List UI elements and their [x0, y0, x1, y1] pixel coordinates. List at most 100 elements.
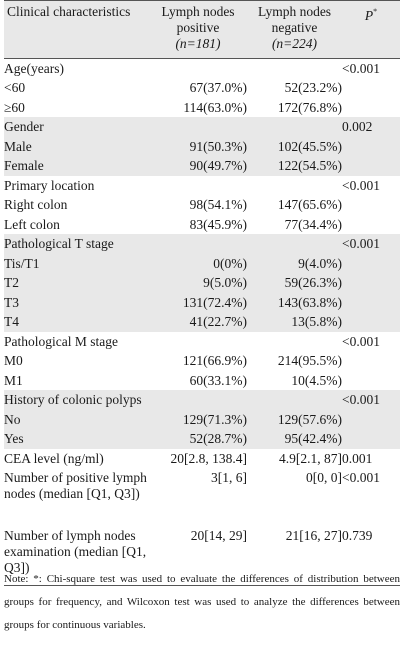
header-lymph-negative-label: Lymph nodes negative [257, 4, 332, 35]
lymph-positive-value [149, 176, 247, 196]
table-row: Left colon 83(45.9%) 77(34.4%) [4, 215, 400, 235]
row-label: Yes [4, 431, 24, 446]
p-value: <0.001 [342, 177, 380, 193]
p-value: 0.739 [342, 526, 400, 586]
lymph-positive-value: 121(66.9%) [182, 353, 247, 368]
p-value [342, 215, 400, 235]
lymph-positive-value: 83(45.9%) [189, 216, 247, 232]
table-row: Primary location <0.001 [4, 176, 400, 196]
lymph-negative-value: 95(42.4%) [284, 431, 342, 446]
lymph-negative-value: 10(4.5%) [291, 372, 342, 388]
p-value: <0.001 [342, 61, 380, 76]
table-body: Age(years) <0.001 <60 67(37.0%) 52(23.2%) ≥60… [4, 59, 400, 586]
row-label: T4 [4, 314, 19, 329]
table-row: Age(years) <0.001 [4, 59, 400, 79]
table-row: CEA level (ng/ml) 20[2.8, 138.4] 4.9[2.1, … [4, 449, 400, 469]
p-value [342, 195, 400, 215]
table-row: Pathological T stage <0.001 [4, 234, 400, 254]
row-label: Pathological M stage [4, 333, 118, 349]
lymph-positive-value: 90(49.7%) [189, 158, 247, 173]
table-row: M1 60(33.1%) 10(4.5%) [4, 371, 400, 391]
lymph-positive-value [149, 332, 247, 352]
lymph-positive-value: 3[1, 6] [211, 470, 247, 485]
lymph-negative-value: 59(26.3%) [284, 275, 342, 290]
table-row: T2 9(5.0%) 59(26.3%) [4, 273, 400, 293]
header-p-footnote-mark: * [373, 7, 378, 16]
lymph-negative-value: 129(57.6%) [277, 411, 342, 427]
lymph-negative-value [247, 332, 342, 352]
lymph-positive-value: 91(50.3%) [189, 138, 247, 154]
row-label: Primary location [4, 177, 95, 193]
lymph-negative-value: 9(4.0%) [298, 255, 342, 271]
row-label: Gender [4, 119, 44, 134]
lymph-positive-value [149, 390, 247, 410]
p-value [342, 98, 400, 118]
p-value [342, 410, 400, 430]
p-value [342, 254, 400, 274]
row-label: T2 [4, 275, 19, 290]
lymph-negative-value: 0[0, 0] [306, 470, 342, 485]
lymph-negative-value [247, 117, 342, 137]
lymph-positive-value: 60(33.1%) [189, 372, 247, 388]
p-value [342, 273, 400, 293]
header-clinical-characteristics: Clinical characteristics [4, 0, 149, 59]
header-lymph-positive-label: Lymph nodes positive [161, 4, 235, 35]
lymph-negative-value [247, 176, 342, 196]
lymph-positive-value: 129(71.3%) [182, 411, 247, 427]
p-value [342, 371, 400, 391]
p-value [342, 156, 400, 176]
row-label: Left colon [4, 216, 60, 232]
table-row: Gender 0.002 [4, 117, 400, 137]
p-value [342, 78, 400, 98]
p-value: 0.002 [342, 119, 373, 134]
row-label: <60 [4, 80, 26, 95]
lymph-negative-value: 214(95.5%) [277, 353, 342, 368]
row-label: Right colon [4, 197, 68, 212]
lymph-positive-value: 20[2.8, 138.4] [170, 450, 248, 466]
p-value [342, 429, 400, 449]
header-lymph-negative: Lymph nodes negative (n=224) [247, 0, 342, 59]
lymph-negative-value [247, 234, 342, 254]
row-label: Number of lymph nodes examination (media… [4, 526, 149, 586]
lymph-negative-value: 4.9[2.1, 87] [279, 450, 342, 466]
lymph-positive-value: 67(37.0%) [189, 80, 247, 95]
table-row: ≥60 114(63.0%) 172(76.8%) [4, 98, 400, 118]
lymph-negative-value: 122(54.5%) [277, 158, 342, 173]
header-p-label: P [364, 8, 374, 23]
row-label: ≥60 [4, 99, 25, 115]
header-lymph-positive: Lymph nodes positive (n=181) [149, 0, 247, 59]
table-row: Male 91(50.3%) 102(45.5%) [4, 136, 400, 157]
lymph-positive-value [149, 234, 247, 254]
table-row: Pathological M stage <0.001 [4, 332, 400, 352]
p-value: <0.001 [342, 333, 380, 349]
lymph-negative-value: 147(65.6%) [277, 197, 342, 212]
p-value: <0.001 [342, 470, 380, 485]
lymph-negative-value: 143(63.8%) [277, 294, 342, 310]
p-value [342, 137, 400, 157]
row-label: Male [4, 138, 32, 154]
lymph-positive-value: 114(63.0%) [183, 99, 247, 115]
lymph-positive-value: 9(5.0%) [203, 275, 247, 290]
row-label: History of colonic polyps [4, 392, 142, 407]
lymph-positive-value [149, 117, 247, 137]
lymph-negative-value [247, 59, 342, 79]
p-value [342, 351, 400, 371]
row-label: M1 [4, 372, 23, 388]
table-row: <60 67(37.0%) 52(23.2%) [4, 78, 400, 98]
lymph-negative-value [247, 390, 342, 410]
table-row: Yes 52(28.7%) 95(42.4%) [4, 429, 400, 449]
lymph-positive-value: 20[14, 29] [149, 526, 247, 586]
table-row: History of colonic polyps <0.001 [4, 390, 400, 410]
table-row: Tis/T1 0(0%) 9(4.0%) [4, 253, 400, 274]
table-row: T3 131(72.4%) 143(63.8%) [4, 292, 400, 313]
lymph-positive-value: 98(54.1%) [189, 197, 247, 212]
row-label: Age(years) [4, 61, 64, 76]
table-row: M0 121(66.9%) 214(95.5%) [4, 351, 400, 371]
row-label: Female [4, 158, 44, 173]
p-value [342, 293, 400, 313]
lymph-positive-value: 0(0%) [213, 255, 247, 271]
row-label: M0 [4, 353, 23, 368]
lymph-negative-value: 172(76.8%) [277, 99, 342, 115]
clinical-characteristics-table: Clinical characteristics Lymph nodes pos… [4, 0, 400, 586]
